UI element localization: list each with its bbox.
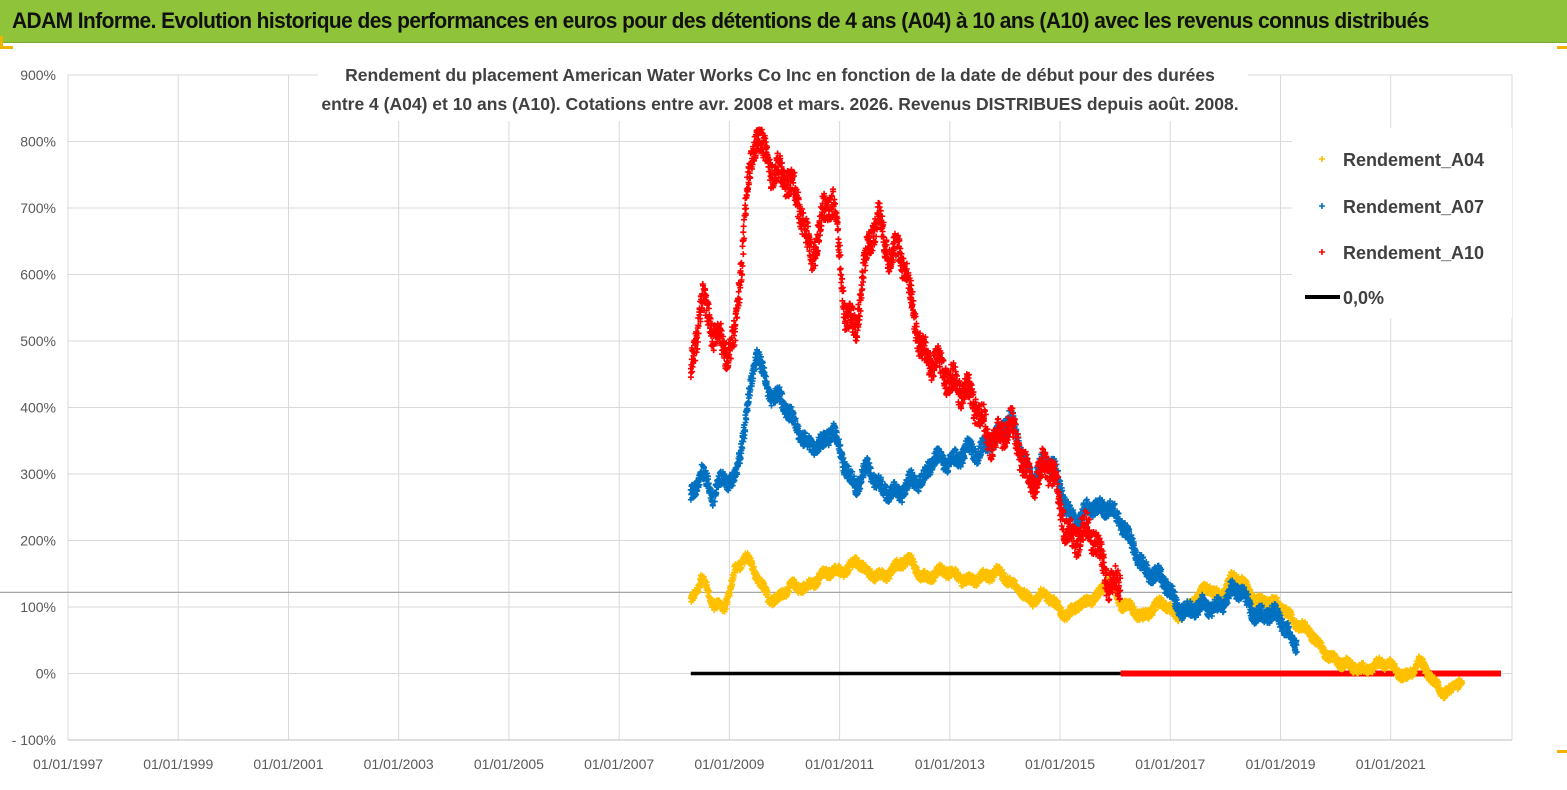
point-rendement-a04 <box>908 552 915 559</box>
points-layer <box>687 126 1465 702</box>
point-rendement-a04 <box>977 578 984 585</box>
point-rendement-a04 <box>815 580 822 587</box>
point-rendement-a04 <box>722 605 729 612</box>
point-rendement-a04 <box>738 564 745 571</box>
report-title: ADAM Informe. Evolution historique des p… <box>12 8 1429 33</box>
point-rendement-a04 <box>697 584 704 591</box>
point-rendement-a04 <box>1000 570 1007 577</box>
scatter-chart: - 100%0%100%200%300%400%500%600%700%800%… <box>0 63 1513 772</box>
point-rendement-a04 <box>726 589 733 596</box>
point-rendement-a04 <box>706 588 713 595</box>
point-rendement-a04 <box>930 578 937 584</box>
chart-area: - 100% 0% 100% 200% 300% 400% 500% 600% 700% 800%… <box>0 43 1567 790</box>
point-rendement-a04 <box>730 572 737 579</box>
point-rendement-a04 <box>695 588 702 595</box>
report-header: ADAM Informe. Evolution historique des p… <box>0 0 1567 43</box>
